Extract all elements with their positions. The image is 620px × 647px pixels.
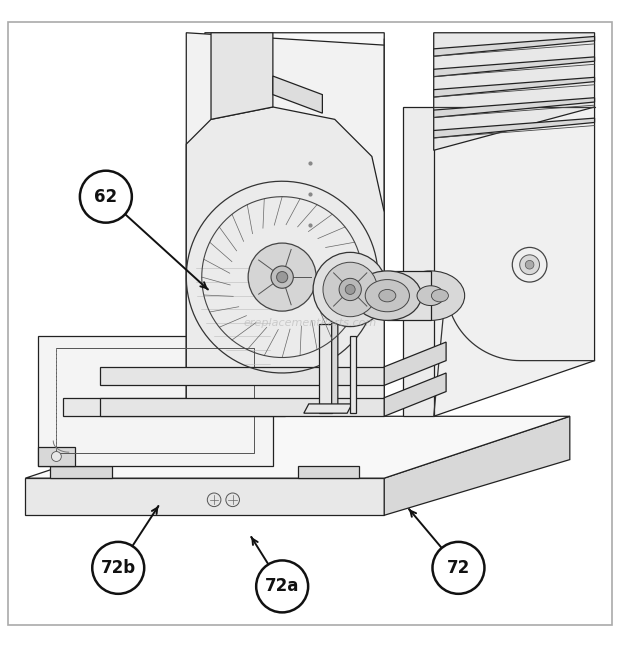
Circle shape <box>512 247 547 282</box>
Polygon shape <box>332 320 338 413</box>
Polygon shape <box>186 107 384 416</box>
Polygon shape <box>350 336 356 413</box>
Circle shape <box>271 266 293 289</box>
Circle shape <box>277 272 288 283</box>
Circle shape <box>92 542 144 594</box>
Polygon shape <box>38 447 75 466</box>
Polygon shape <box>273 76 322 113</box>
Text: ereplacementParts.com: ereplacementParts.com <box>244 318 376 329</box>
Polygon shape <box>298 466 360 478</box>
Polygon shape <box>100 367 384 386</box>
Circle shape <box>80 171 132 223</box>
Circle shape <box>323 262 378 316</box>
Polygon shape <box>434 118 595 138</box>
Polygon shape <box>384 342 446 386</box>
Polygon shape <box>434 77 595 97</box>
Polygon shape <box>434 33 595 150</box>
Ellipse shape <box>379 289 396 302</box>
Text: 62: 62 <box>94 188 117 206</box>
Circle shape <box>520 255 539 274</box>
Polygon shape <box>434 107 595 416</box>
Polygon shape <box>319 324 332 413</box>
Ellipse shape <box>432 289 448 302</box>
Text: 72b: 72b <box>100 559 136 577</box>
Circle shape <box>345 285 355 294</box>
Polygon shape <box>50 466 112 478</box>
Polygon shape <box>285 373 360 416</box>
Polygon shape <box>38 336 273 466</box>
Polygon shape <box>100 398 384 416</box>
Polygon shape <box>285 367 360 398</box>
Circle shape <box>248 243 316 311</box>
Polygon shape <box>304 404 352 413</box>
Polygon shape <box>384 416 570 515</box>
Circle shape <box>339 278 361 301</box>
Polygon shape <box>25 416 570 478</box>
Polygon shape <box>205 33 384 274</box>
Circle shape <box>207 493 221 507</box>
Polygon shape <box>186 33 384 416</box>
Circle shape <box>313 252 388 327</box>
Polygon shape <box>403 107 434 416</box>
Ellipse shape <box>365 280 409 312</box>
Circle shape <box>226 493 239 507</box>
Circle shape <box>525 260 534 269</box>
Polygon shape <box>63 398 285 416</box>
Polygon shape <box>25 478 384 515</box>
Polygon shape <box>434 36 595 56</box>
Text: 72: 72 <box>447 559 470 577</box>
Ellipse shape <box>353 271 422 320</box>
Polygon shape <box>388 271 431 320</box>
Polygon shape <box>211 33 273 119</box>
Polygon shape <box>434 57 595 77</box>
Ellipse shape <box>397 271 464 320</box>
Ellipse shape <box>417 286 445 305</box>
Polygon shape <box>384 373 446 416</box>
Polygon shape <box>434 98 595 118</box>
Text: 72a: 72a <box>265 577 299 595</box>
Circle shape <box>256 560 308 613</box>
Circle shape <box>433 542 484 594</box>
Circle shape <box>51 452 61 461</box>
